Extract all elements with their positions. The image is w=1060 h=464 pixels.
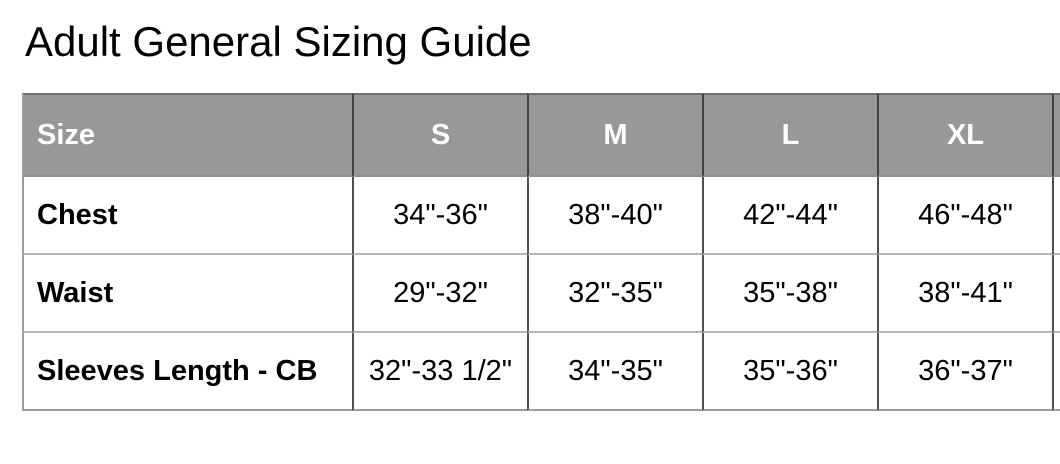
header-row: Size S M L XL	[22, 93, 1060, 177]
value-cell: 34"-35"	[527, 333, 702, 411]
row-label: Waist	[22, 255, 352, 333]
table-row-sleeves-length-cb: Sleeves Length - CB 32"-33 1/2" 34"-35" 35"…	[22, 333, 1060, 411]
sizing-table-viewport: Size S M L XL Chest 34"-36" 38"-40" 42"-44" 46"-…	[22, 93, 1060, 419]
value-cell: 32"-35"	[527, 255, 702, 333]
header-cell-m: M	[527, 93, 702, 177]
header-cell-l: L	[702, 93, 877, 177]
header-cell-cutoff	[1052, 93, 1060, 177]
value-cell: 38"-40"	[527, 177, 702, 255]
value-cell: 38"-41"	[877, 255, 1052, 333]
value-cell: 29"-32"	[352, 255, 527, 333]
table-row-waist: Waist 29"-32" 32"-35" 35"-38" 38"-41"	[22, 255, 1060, 333]
value-cell: 42"-44"	[702, 177, 877, 255]
value-cell-cutoff	[1052, 333, 1060, 411]
value-cell: 46"-48"	[877, 177, 1052, 255]
value-cell: 35"-36"	[702, 333, 877, 411]
value-cell: 32"-33 1/2"	[352, 333, 527, 411]
row-label: Chest	[22, 177, 352, 255]
page-title: Adult General Sizing Guide	[25, 18, 532, 65]
row-label: Sleeves Length - CB	[22, 333, 352, 411]
header-cell-xl: XL	[877, 93, 1052, 177]
header-cell-size: Size	[22, 93, 352, 177]
value-cell-cutoff	[1052, 255, 1060, 333]
header-cell-s: S	[352, 93, 527, 177]
table-row-chest: Chest 34"-36" 38"-40" 42"-44" 46"-48"	[22, 177, 1060, 255]
value-cell: 35"-38"	[702, 255, 877, 333]
value-cell: 36"-37"	[877, 333, 1052, 411]
sizing-table: Size S M L XL Chest 34"-36" 38"-40" 42"-44" 46"-…	[22, 93, 1060, 411]
value-cell: 34"-36"	[352, 177, 527, 255]
value-cell-cutoff	[1052, 177, 1060, 255]
